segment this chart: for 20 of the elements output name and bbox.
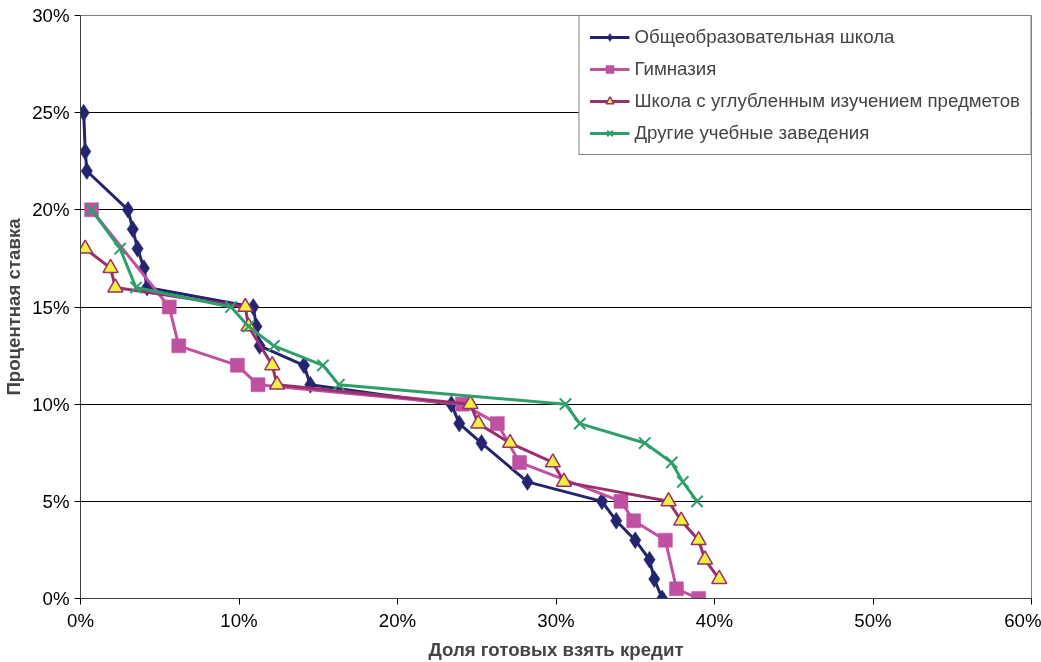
- y-tick-label: 25%: [32, 102, 70, 124]
- legend-label: Гимназия: [634, 58, 717, 80]
- x-tick-label: 60%: [1004, 609, 1041, 631]
- y-tick-label: 5%: [42, 490, 70, 512]
- legend-label: Школа с углубленным изучением предметов: [634, 90, 1020, 112]
- y-tick-label: 20%: [32, 199, 70, 221]
- x-tick-label: 40%: [695, 609, 734, 631]
- x-tick-label: 10%: [220, 609, 258, 631]
- legend-label: Общеобразовательная школа: [634, 26, 895, 48]
- y-tick-label: 15%: [32, 296, 70, 318]
- x-axis-title: Доля готовых взять кредит: [428, 638, 684, 660]
- x-tick-label: 0%: [67, 609, 94, 631]
- y-tick-label: 0%: [42, 588, 70, 609]
- x-tick-label: 30%: [537, 609, 575, 631]
- x-tick-label: 20%: [378, 609, 417, 631]
- legend-label: Другие учебные заведения: [634, 122, 870, 144]
- y-axis-title: Процентная ставка: [3, 217, 25, 396]
- y-tick-label: 30%: [32, 5, 70, 26]
- x-tick-label: 50%: [854, 609, 892, 631]
- y-tick-label: 10%: [32, 393, 70, 415]
